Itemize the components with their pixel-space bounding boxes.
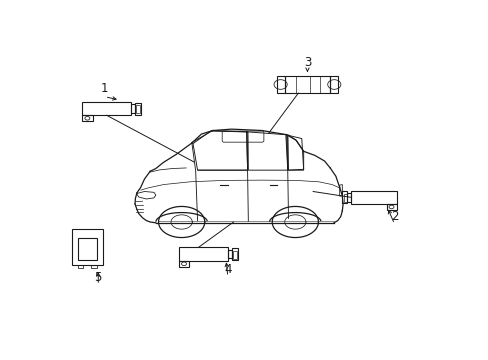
Bar xyxy=(178,247,227,261)
Bar xyxy=(284,76,329,93)
Bar xyxy=(82,102,131,115)
Bar xyxy=(231,248,237,260)
Bar xyxy=(136,105,140,113)
Bar xyxy=(78,238,97,260)
Bar xyxy=(78,265,83,268)
Bar xyxy=(232,251,236,259)
Bar xyxy=(386,204,396,210)
Bar xyxy=(344,194,346,202)
Bar xyxy=(341,191,346,203)
Bar xyxy=(276,76,284,93)
Bar xyxy=(227,250,231,258)
Text: 2: 2 xyxy=(390,210,398,223)
Bar xyxy=(72,229,102,265)
Text: 4: 4 xyxy=(224,262,231,276)
Bar xyxy=(329,76,338,93)
Bar xyxy=(135,103,141,114)
Text: 1: 1 xyxy=(101,82,108,95)
Text: 5: 5 xyxy=(94,271,102,284)
Bar xyxy=(350,191,396,204)
Bar xyxy=(178,261,189,267)
Text: 3: 3 xyxy=(303,56,310,69)
Bar xyxy=(91,265,97,268)
Bar xyxy=(346,193,350,202)
Bar xyxy=(131,104,135,113)
Bar xyxy=(82,115,93,121)
